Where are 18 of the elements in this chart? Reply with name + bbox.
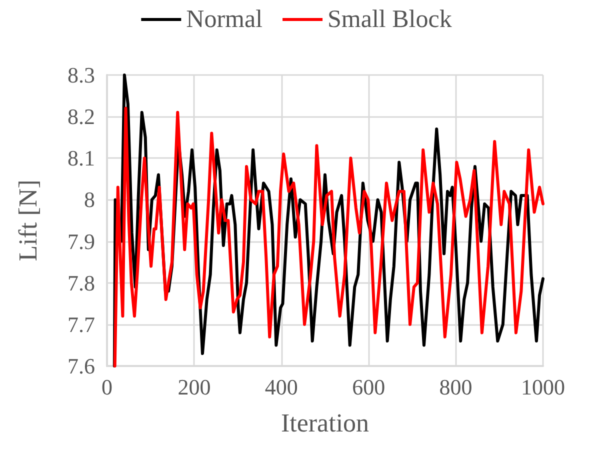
x-tick-label: 600	[352, 374, 386, 400]
x-tick-label: 0	[102, 374, 112, 400]
x-tick-label: 800	[439, 374, 472, 400]
y-axis-title: Lift [N]	[14, 180, 42, 262]
x-tick-label: 1000	[521, 374, 565, 400]
x-tick-label: 400	[264, 374, 298, 400]
x-tick-label: 200	[178, 374, 211, 400]
x-axis-title: Iteration	[280, 408, 370, 438]
y-tick-label: 7.8	[68, 270, 95, 296]
y-tick-label: 8.2	[68, 104, 95, 130]
legend-label: Small Block	[328, 6, 452, 33]
legend-label: Normal	[186, 6, 263, 33]
y-tick-label: 7.7	[68, 312, 95, 337]
y-tick-label: 8.1	[68, 146, 95, 171]
y-tick-label: 8	[84, 187, 95, 212]
y-tick-label: 7.9	[68, 228, 95, 254]
y-tick-label: 8.3	[68, 62, 95, 88]
y-tick-label: 7.6	[68, 354, 95, 378]
